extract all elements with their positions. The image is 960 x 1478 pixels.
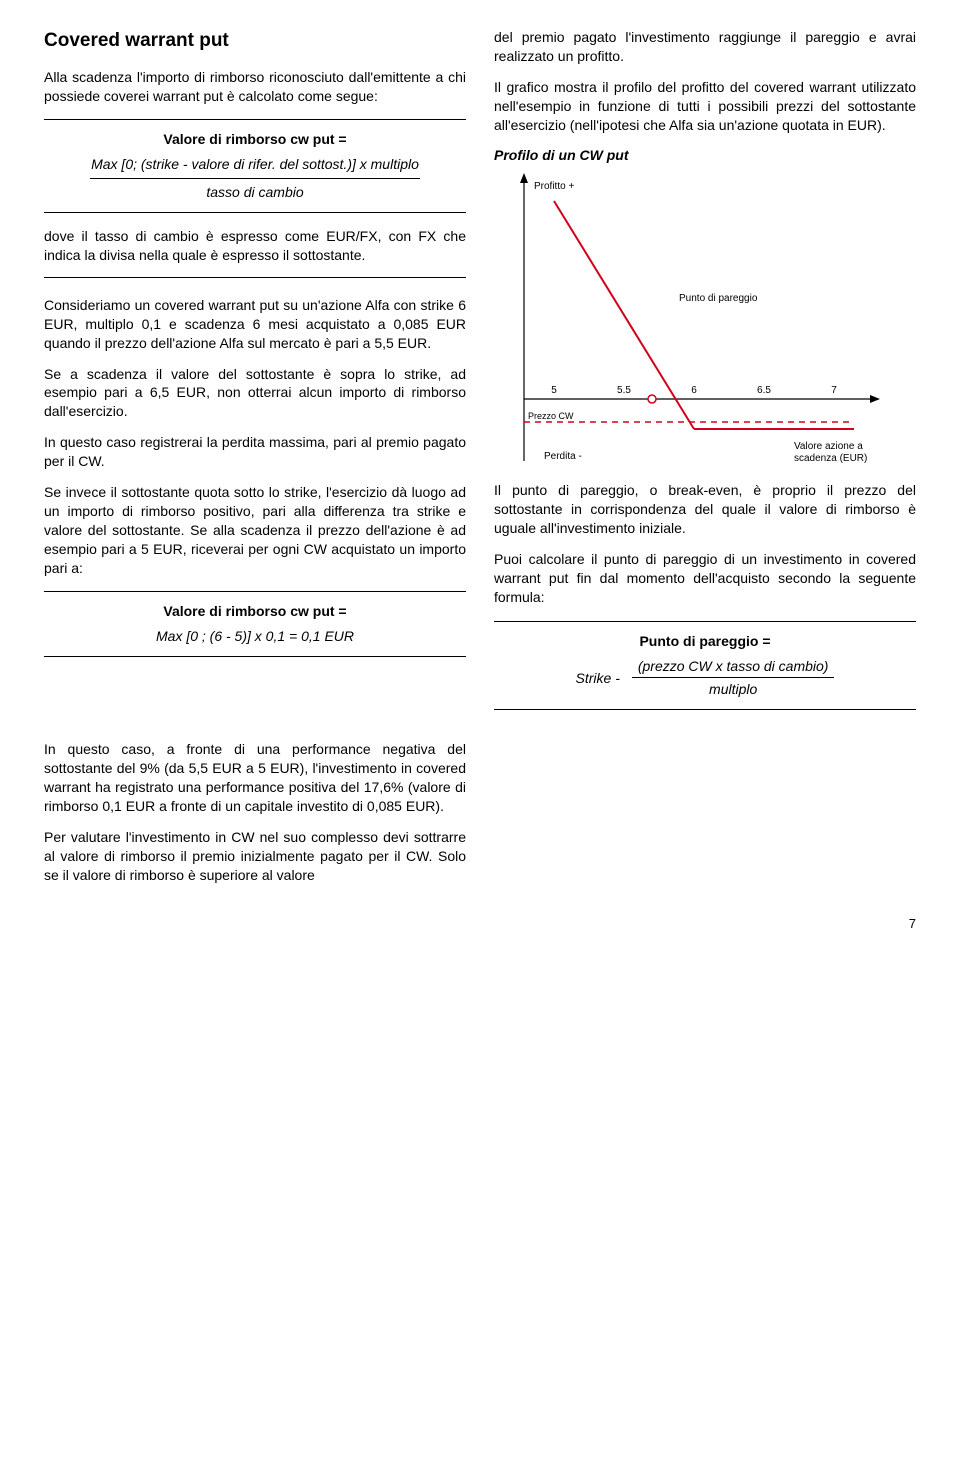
example-below-strike: Se invece il sottostante quota sotto lo … (44, 483, 466, 577)
breakeven-numerator: (prezzo CW x tasso di cambio) (632, 657, 835, 679)
formula2-heading: Valore di rimborso cw put = (44, 602, 466, 621)
chart-title: Profilo di un CW put (494, 146, 916, 165)
breakeven-denominator: multiplo (632, 678, 835, 699)
grafico-intro: Il grafico mostra il profilo del profitt… (494, 78, 916, 135)
intro-text: Alla scadenza l'importo di rimborso rico… (44, 68, 466, 106)
fraction-line (90, 178, 419, 179)
breakeven-formula-intro: Puoi calcolare il punto di pareggio di u… (494, 550, 916, 607)
left-column: Covered warrant put Alla scadenza l'impo… (44, 28, 466, 724)
breakeven-fraction: (prezzo CW x tasso di cambio) multiplo (632, 657, 835, 700)
svg-text:Valore azione a: Valore azione a (794, 441, 863, 452)
footer-columns: In questo caso, a fronte di una performa… (44, 740, 916, 896)
svg-text:5: 5 (551, 385, 557, 396)
tasso-desc: dove il tasso di cambio è espresso come … (44, 227, 466, 265)
svg-text:Punto di pareggio: Punto di pareggio (679, 293, 758, 304)
footer-right (494, 740, 916, 896)
separator (44, 277, 466, 278)
right-column: del premio pagato l'investimento raggiun… (494, 28, 916, 724)
formula-rimborso-put: Valore di rimborso cw put = Max [0; (str… (44, 119, 466, 213)
payoff-chart: Profitto + Punto di pareggio 5 5.5 6 6.5 7 Prez… (494, 171, 914, 471)
svg-text:6.5: 6.5 (757, 385, 771, 396)
premio-text: del premio pagato l'investimento raggiun… (494, 28, 916, 66)
breakeven-heading: Punto di pareggio = (494, 632, 916, 651)
performance-text: In questo caso, a fronte di una performa… (44, 740, 466, 816)
formula-rimborso-calc: Valore di rimborso cw put = Max [0 ; (6 … (44, 591, 466, 657)
svg-text:Perdita -: Perdita - (544, 451, 582, 462)
svg-text:6: 6 (691, 385, 697, 396)
formula-numerator: Max [0; (strike - valore di rifer. del s… (44, 155, 466, 174)
example-intro: Consideriamo un covered warrant put su u… (44, 296, 466, 353)
footer-left: In questo caso, a fronte di una performa… (44, 740, 466, 896)
example-above-strike: Se a scadenza il valore del sottostante … (44, 365, 466, 422)
formula2-calc: Max [0 ; (6 - 5)] x 0,1 = 0,1 EUR (44, 627, 466, 646)
formula-denominator: tasso di cambio (44, 183, 466, 202)
valuation-text: Per valutare l'investimento in CW nel su… (44, 828, 466, 885)
section-title: Covered warrant put (44, 28, 466, 54)
formula-heading: Valore di rimborso cw put = (44, 130, 466, 149)
formula-breakeven: Punto di pareggio = Strike - (prezzo CW … (494, 621, 916, 711)
svg-text:7: 7 (831, 385, 837, 396)
svg-text:Prezzo CW: Prezzo CW (528, 411, 574, 421)
svg-text:5.5: 5.5 (617, 385, 631, 396)
breakeven-prefix: Strike - (576, 669, 620, 688)
breakeven-desc: Il punto di pareggio, o break-even, è pr… (494, 481, 916, 538)
example-max-loss: In questo caso registrerai la perdita ma… (44, 433, 466, 471)
svg-text:scadenza (EUR): scadenza (EUR) (794, 453, 867, 464)
page-number: 7 (44, 915, 916, 933)
svg-text:Profitto +: Profitto + (534, 181, 574, 192)
